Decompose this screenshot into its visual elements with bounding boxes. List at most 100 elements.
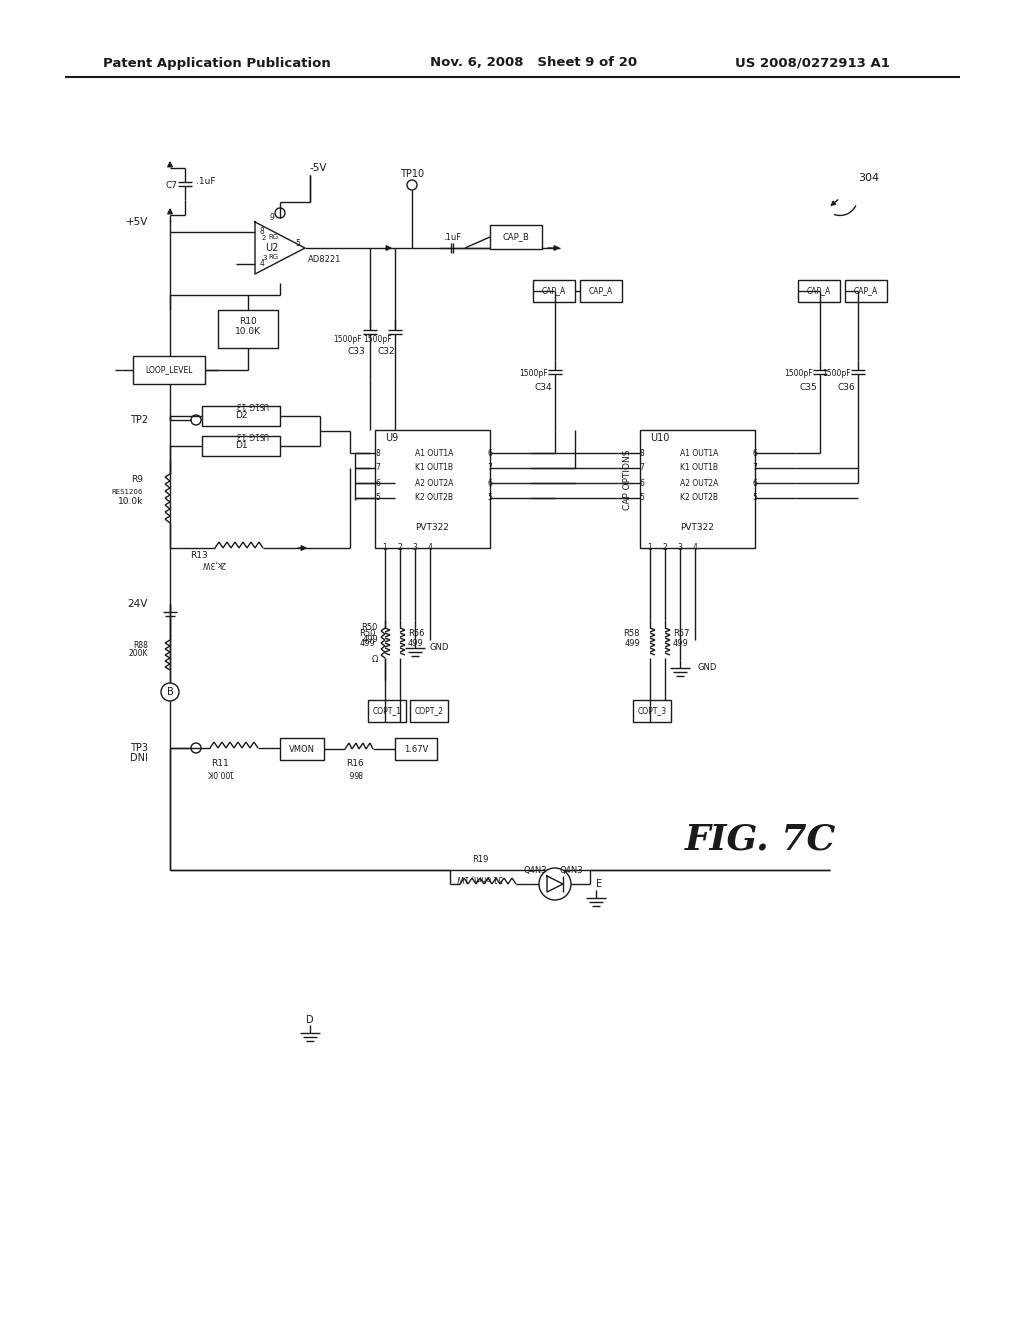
- Text: 2: 2: [663, 544, 668, 553]
- Circle shape: [539, 869, 571, 900]
- Text: +5V: +5V: [126, 216, 148, 227]
- Bar: [798, 280, 840, 302]
- Text: 9: 9: [269, 214, 274, 223]
- Text: COPT_3: COPT_3: [637, 706, 667, 715]
- Text: US 2008/0272913 A1: US 2008/0272913 A1: [735, 57, 890, 70]
- Text: 1: 1: [383, 544, 387, 553]
- Circle shape: [275, 209, 285, 218]
- Text: Q4N3: Q4N3: [523, 866, 547, 874]
- Text: Ω: Ω: [372, 656, 378, 664]
- Text: 7: 7: [752, 463, 757, 473]
- Text: 6: 6: [752, 449, 757, 458]
- Text: FIG. 7C: FIG. 7C: [684, 822, 836, 857]
- Text: A2 OUT2A: A2 OUT2A: [680, 479, 719, 487]
- Text: .1uF: .1uF: [443, 234, 461, 243]
- Text: 8: 8: [260, 227, 265, 236]
- Text: 866: 866: [348, 768, 362, 777]
- Text: R50: R50: [361, 623, 378, 632]
- Text: GND: GND: [430, 644, 450, 652]
- Text: US1G-13: US1G-13: [236, 400, 268, 408]
- Text: 6: 6: [487, 449, 492, 458]
- Text: R50: R50: [358, 628, 375, 638]
- Text: 10.0k: 10.0k: [118, 498, 143, 507]
- Text: CAP_B: CAP_B: [503, 232, 529, 242]
- Text: 2: 2: [262, 235, 266, 242]
- Text: 5: 5: [295, 239, 300, 248]
- Bar: [633, 700, 671, 722]
- Text: 4: 4: [260, 260, 265, 268]
- Text: RG: RG: [268, 253, 279, 260]
- Bar: [202, 407, 280, 426]
- Text: CAP OPTIONS: CAP OPTIONS: [624, 450, 633, 511]
- Text: R19: R19: [472, 855, 488, 865]
- Text: .1uF: .1uF: [196, 177, 215, 186]
- Text: 51 ohm, 1W: 51 ohm, 1W: [457, 874, 503, 883]
- Text: 1500pF: 1500pF: [519, 370, 548, 379]
- Text: U9: U9: [385, 433, 398, 444]
- Text: U10: U10: [650, 433, 670, 444]
- Text: 499: 499: [625, 639, 640, 648]
- Text: 24V: 24V: [128, 599, 148, 609]
- Text: 499: 499: [362, 635, 378, 644]
- Text: K2 OUT2B: K2 OUT2B: [680, 494, 718, 503]
- Text: D1: D1: [234, 441, 248, 450]
- Text: 1500pF: 1500pF: [334, 335, 362, 345]
- Text: COPT_2: COPT_2: [415, 706, 443, 715]
- Text: 6: 6: [487, 479, 492, 487]
- Bar: [368, 700, 406, 722]
- Text: CAP_A: CAP_A: [807, 286, 831, 296]
- Text: E: E: [596, 879, 602, 888]
- Text: R56: R56: [408, 628, 425, 638]
- Text: 8: 8: [639, 449, 644, 458]
- Bar: [280, 738, 324, 760]
- Text: R13: R13: [190, 550, 208, 560]
- Text: D2: D2: [234, 412, 247, 421]
- Text: 8: 8: [375, 449, 380, 458]
- Text: C34: C34: [535, 384, 552, 392]
- Text: TP3: TP3: [130, 743, 148, 752]
- Text: K1 OUT1B: K1 OUT1B: [680, 463, 718, 473]
- Text: 200K: 200K: [128, 649, 148, 659]
- Text: 3: 3: [413, 544, 418, 553]
- Circle shape: [407, 180, 417, 190]
- Text: COPT_1: COPT_1: [373, 706, 401, 715]
- Text: 5: 5: [639, 494, 644, 503]
- Text: R88: R88: [133, 642, 148, 651]
- Text: AD8221: AD8221: [308, 256, 341, 264]
- Text: LOOP_LEVEL: LOOP_LEVEL: [145, 366, 193, 375]
- Text: TP2: TP2: [130, 414, 148, 425]
- Text: DNI: DNI: [130, 752, 148, 763]
- Text: 4: 4: [428, 544, 432, 553]
- Bar: [133, 356, 205, 384]
- Circle shape: [191, 743, 201, 752]
- Text: Nov. 6, 2008   Sheet 9 of 20: Nov. 6, 2008 Sheet 9 of 20: [430, 57, 637, 70]
- Text: 1.67V: 1.67V: [403, 744, 428, 754]
- Text: C35: C35: [800, 384, 817, 392]
- Text: US1G-13: US1G-13: [236, 429, 268, 438]
- Bar: [534, 280, 575, 302]
- Text: CAP_A: CAP_A: [589, 286, 613, 296]
- Text: 6: 6: [639, 479, 644, 487]
- Circle shape: [191, 414, 201, 425]
- Text: K1 OUT1B: K1 OUT1B: [415, 463, 453, 473]
- Text: 10.0K: 10.0K: [234, 327, 261, 337]
- Text: 3: 3: [678, 544, 682, 553]
- Text: Patent Application Publication: Patent Application Publication: [103, 57, 331, 70]
- Text: 4: 4: [692, 544, 697, 553]
- Text: TP10: TP10: [400, 169, 424, 180]
- Bar: [490, 224, 542, 249]
- Text: 1500pF: 1500pF: [822, 370, 851, 379]
- Text: 499: 499: [359, 639, 375, 648]
- Text: CAP_A: CAP_A: [854, 286, 879, 296]
- Bar: [218, 310, 278, 348]
- Text: PVT322: PVT322: [680, 524, 714, 532]
- Text: 1500pF: 1500pF: [364, 335, 392, 345]
- Text: 3: 3: [262, 255, 266, 261]
- Text: RG: RG: [268, 234, 279, 240]
- Circle shape: [161, 682, 179, 701]
- Text: -5V: -5V: [310, 162, 328, 173]
- Text: 304: 304: [858, 173, 880, 183]
- Text: RES1206: RES1206: [112, 488, 143, 495]
- Text: 7: 7: [487, 463, 492, 473]
- Text: 499: 499: [673, 639, 689, 648]
